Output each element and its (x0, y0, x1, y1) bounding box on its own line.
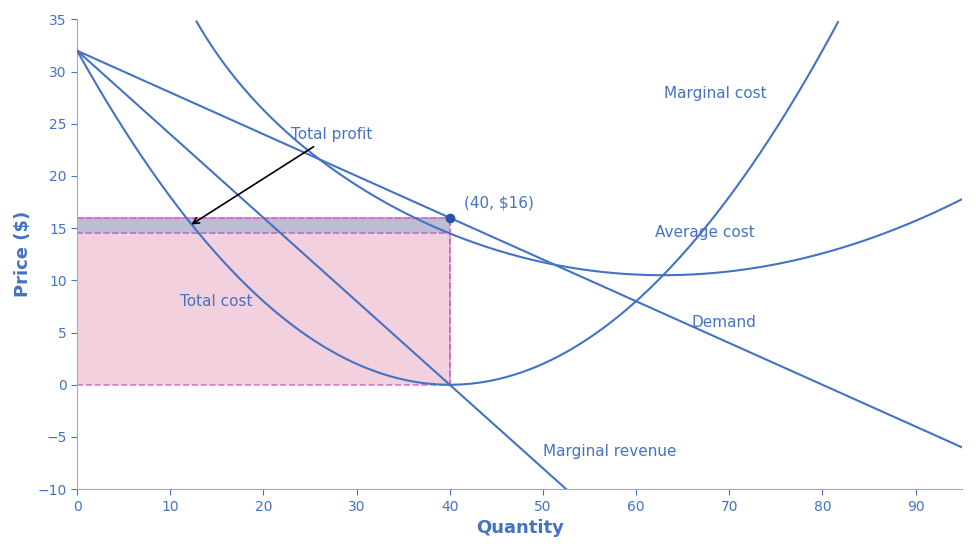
Text: Marginal cost: Marginal cost (664, 86, 766, 101)
Text: (40, $16): (40, $16) (464, 195, 534, 210)
Text: Total cost: Total cost (180, 294, 252, 310)
Bar (77, 218, 450, 234)
Y-axis label: Price ($): Price ($) (14, 211, 32, 298)
Text: Total profit: Total profit (193, 127, 373, 224)
Text: Average cost: Average cost (655, 224, 754, 240)
Text: Marginal revenue: Marginal revenue (543, 444, 676, 459)
Text: Demand: Demand (692, 315, 756, 331)
X-axis label: Quantity: Quantity (475, 519, 563, 537)
Bar (77, 234, 450, 385)
